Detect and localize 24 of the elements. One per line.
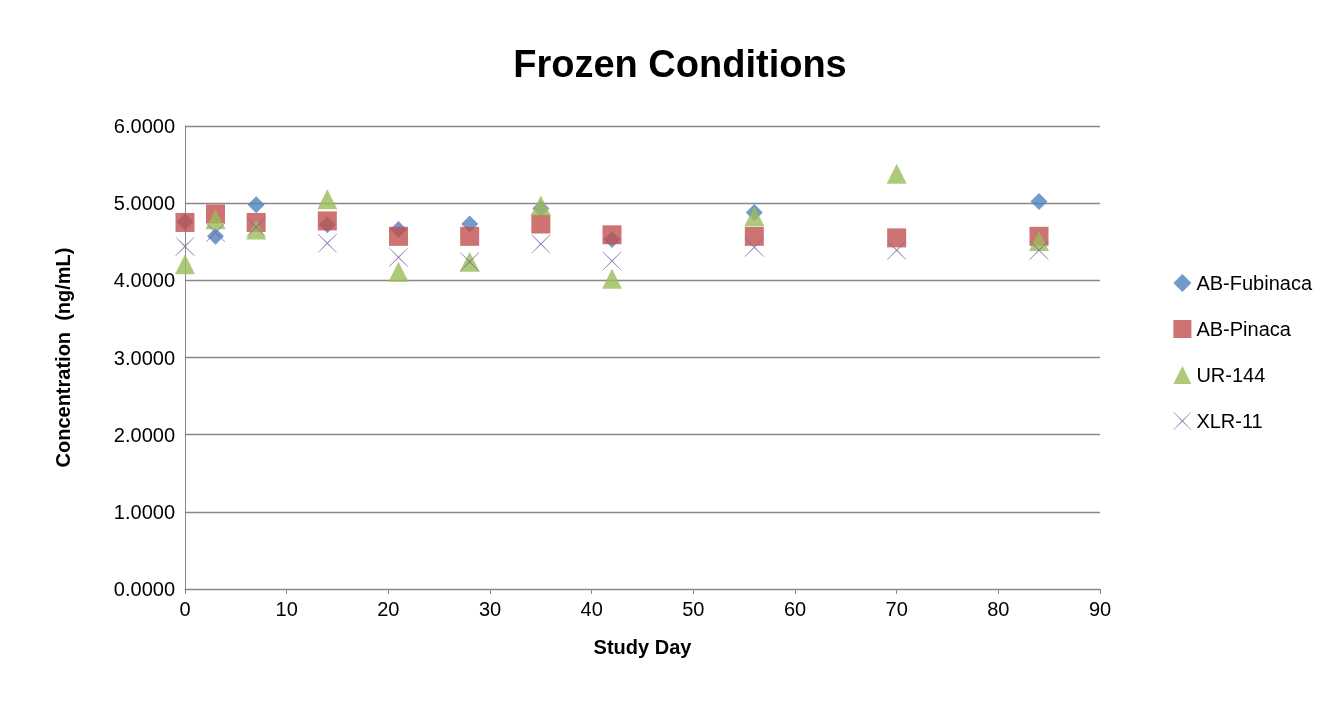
y-tick-label: 5.0000	[113, 192, 175, 215]
legend-label: AB-Fubinaca	[1196, 272, 1313, 294]
y-tick-label: 6.0000	[113, 115, 175, 137]
y-tick-label: 1.0000	[113, 500, 175, 523]
x-axis-title: Study Day	[593, 636, 693, 658]
x-tick-label: 90	[1088, 598, 1112, 620]
y-tick-label: 2.0000	[113, 423, 175, 446]
x-tick-label: 50	[682, 598, 705, 620]
y-tick-label: 3.0000	[113, 346, 175, 369]
x-tick-label: 20	[377, 598, 400, 620]
x-tick-label: 0	[179, 598, 191, 620]
y-tick-label: 4.0000	[113, 269, 175, 292]
legend-label: AB-Pinaca	[1196, 318, 1292, 340]
x-tick-label: 60	[783, 598, 807, 620]
x-tick-label: 70	[885, 598, 908, 620]
chart-title: Frozen Conditions	[513, 43, 847, 85]
y-tick-label: 0.0000	[113, 578, 175, 600]
y-axis-title: Concentration (ng/mL)	[52, 247, 74, 468]
x-tick-label: 80	[987, 598, 1010, 620]
x-tick-label: 30	[478, 598, 502, 620]
legend-label: XLR-11	[1196, 410, 1263, 432]
x-tick-label: 10	[275, 598, 298, 620]
x-tick-label: 40	[580, 598, 603, 620]
legend-label: UR-144	[1196, 364, 1266, 386]
